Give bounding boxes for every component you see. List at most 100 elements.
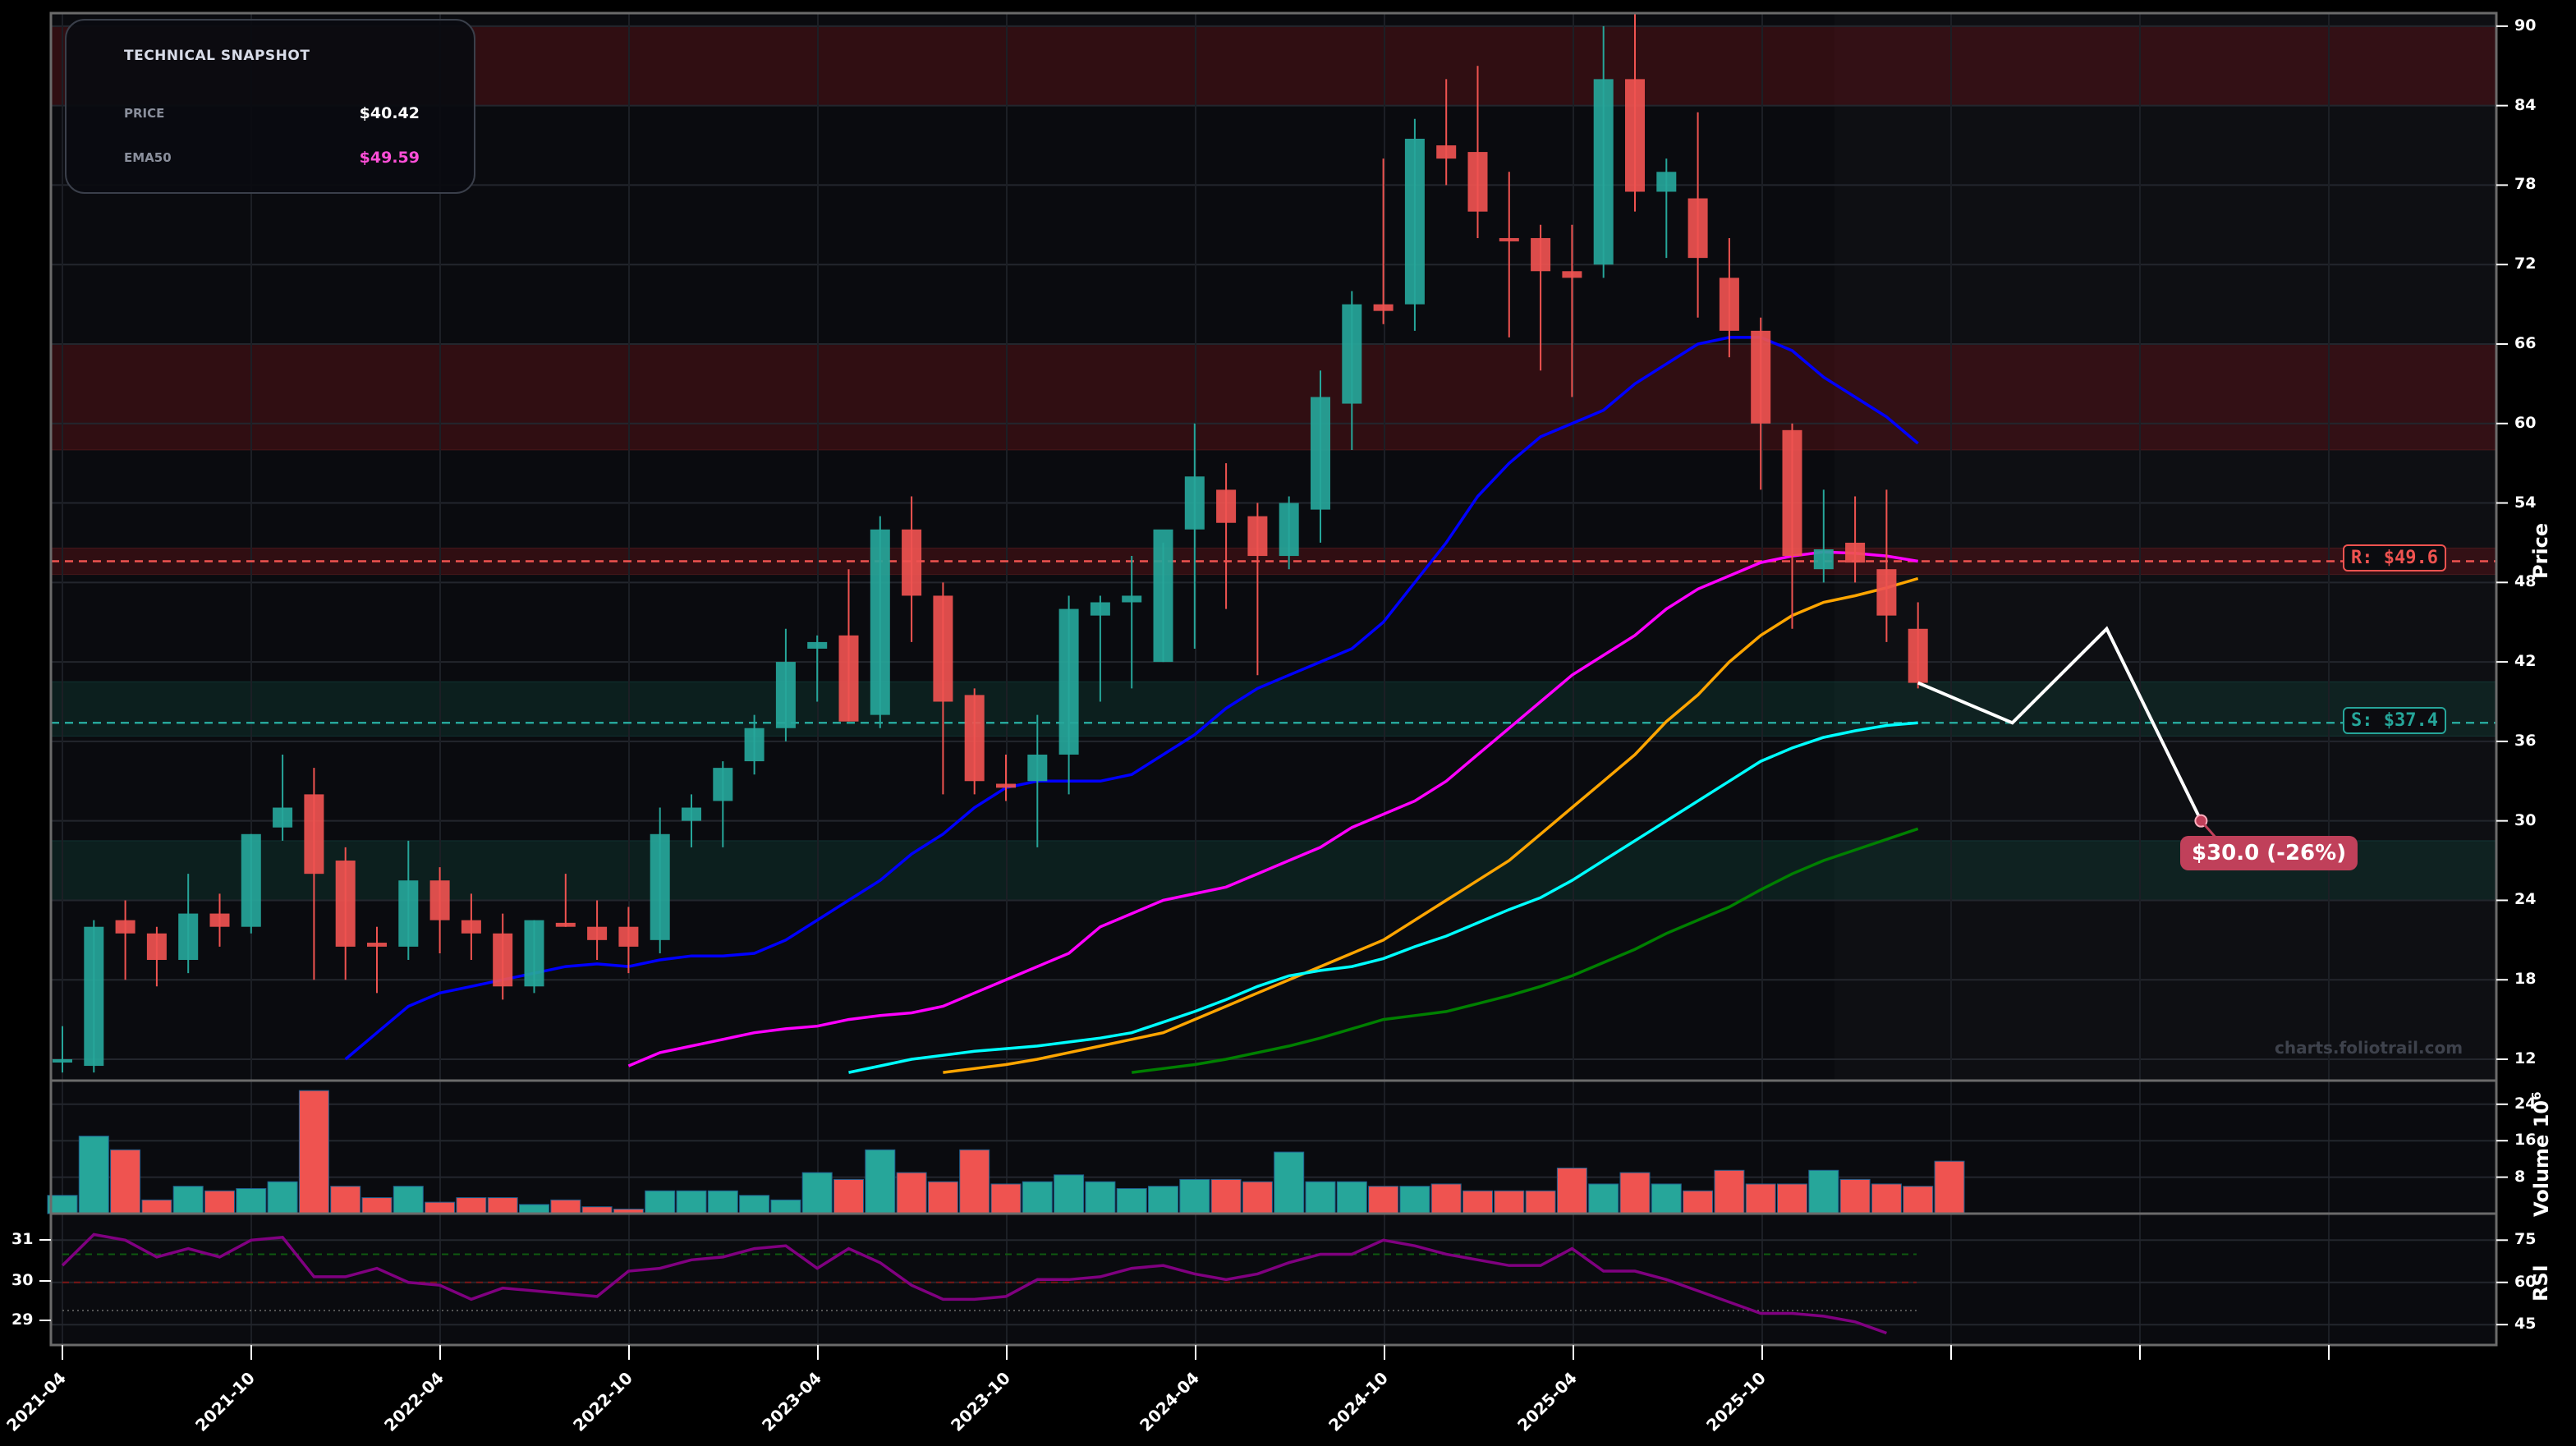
ema50-label: EMA50 xyxy=(124,150,172,165)
ema200-line xyxy=(1131,827,1919,1074)
candle-body xyxy=(964,695,985,782)
price-tick-label: 78 xyxy=(2514,175,2537,194)
candle-body xyxy=(1373,304,1394,311)
rsi-left-tick-label: 29 xyxy=(11,1311,34,1329)
ema50-line xyxy=(627,550,1918,1067)
volume-bar xyxy=(487,1197,518,1214)
candle-body xyxy=(1719,278,1739,331)
price-axis-title: Price xyxy=(2529,522,2552,579)
volume-bar xyxy=(1494,1190,1525,1214)
candle-body xyxy=(1184,476,1205,530)
watermark: charts.foliotrail.com xyxy=(2275,1038,2464,1058)
candle-body xyxy=(461,920,481,934)
candle-body xyxy=(209,913,230,927)
candle-body xyxy=(1436,145,1457,159)
volume-bar xyxy=(1116,1187,1147,1214)
technical-snapshot-panel: TECHNICAL SNAPSHOT PRICE $40.42 EMA50 $4… xyxy=(65,19,475,194)
volume-bar xyxy=(959,1149,990,1214)
ema50-value: $49.59 xyxy=(359,149,420,167)
volume-bar xyxy=(833,1178,864,1214)
candle-body xyxy=(115,920,135,934)
volume-tick-label: 8 xyxy=(2514,1167,2526,1186)
volume-bar xyxy=(1399,1186,1430,1214)
candle-body xyxy=(1467,152,1488,212)
volume-bar xyxy=(990,1183,1022,1214)
snapshot-ema-row: EMA50 $49.59 xyxy=(124,149,420,167)
candle-body xyxy=(650,833,670,940)
volume-bar xyxy=(1148,1186,1178,1214)
volume-bar xyxy=(361,1197,393,1214)
volume-bar xyxy=(1210,1178,1242,1214)
volume-bar xyxy=(1808,1169,1839,1214)
candle-body xyxy=(1845,542,1866,563)
resistance-zone xyxy=(50,343,2497,451)
resistance-tag: R: $49.6 xyxy=(2343,544,2446,572)
candle-body xyxy=(1499,237,1519,241)
price-target-badge: $30.0 (-26%) xyxy=(2180,836,2358,870)
candle-body xyxy=(53,1059,72,1063)
candle-body xyxy=(555,922,576,927)
volume-axis-text: Volume 10 xyxy=(2530,1099,2553,1217)
volume-bar xyxy=(1054,1174,1085,1214)
rsi-left-tick-label: 31 xyxy=(11,1230,34,1248)
price-tick-label: 18 xyxy=(2514,970,2537,989)
volume-bar xyxy=(1022,1181,1053,1214)
volume-bar xyxy=(1683,1190,1714,1214)
candle-body xyxy=(273,807,293,828)
candle-body xyxy=(1876,569,1897,616)
volume-bar xyxy=(707,1190,738,1214)
volume-bar xyxy=(770,1199,801,1214)
price-label: PRICE xyxy=(124,106,165,121)
snapshot-price-row: PRICE $40.42 xyxy=(124,104,420,122)
candle-body xyxy=(838,635,859,722)
volume-bar xyxy=(204,1190,235,1214)
rsi-panel xyxy=(51,1214,2496,1345)
volume-bar xyxy=(425,1201,456,1214)
candle-body xyxy=(1562,271,1582,278)
projection-path xyxy=(1917,626,2203,822)
volume-bar xyxy=(298,1090,329,1214)
price-tick-label: 60 xyxy=(2514,413,2537,432)
candle-body xyxy=(713,768,733,801)
volume-bar xyxy=(1274,1151,1305,1214)
rsi-tick-label: 45 xyxy=(2514,1315,2537,1334)
candle-body xyxy=(996,783,1016,788)
support-tag: S: $37.4 xyxy=(2343,707,2446,734)
volume-bar xyxy=(393,1186,424,1214)
volume-tick-label: 16 xyxy=(2514,1131,2537,1150)
volume-bar xyxy=(110,1149,141,1214)
volume-bar xyxy=(141,1199,172,1214)
candle-body xyxy=(933,595,953,702)
volume-bar xyxy=(645,1190,676,1214)
price-tick-label: 84 xyxy=(2514,95,2537,114)
price-tick-label: 54 xyxy=(2514,493,2537,512)
volume-bar xyxy=(236,1187,267,1214)
volume-bar xyxy=(1430,1183,1462,1214)
candle-body xyxy=(587,926,608,940)
candle-body xyxy=(241,833,261,927)
candle-body xyxy=(84,926,104,1067)
candle-body xyxy=(524,920,544,987)
candle-body xyxy=(1090,602,1110,616)
candle-body xyxy=(367,943,387,947)
rsi-tick-label: 60 xyxy=(2514,1272,2537,1291)
candle-body xyxy=(429,880,450,920)
volume-bar xyxy=(1179,1178,1210,1214)
candle-body xyxy=(1687,198,1708,259)
volume-bar xyxy=(1777,1183,1807,1214)
volume-bar xyxy=(739,1195,770,1214)
candle-body xyxy=(1216,489,1237,523)
candle-body xyxy=(493,933,513,987)
volume-bar xyxy=(1242,1181,1273,1214)
candle-body xyxy=(1058,608,1079,755)
volume-bar xyxy=(927,1181,958,1214)
volume-bar xyxy=(78,1136,109,1214)
candle-body xyxy=(1027,755,1048,782)
volume-bar xyxy=(519,1204,549,1214)
candle-body xyxy=(682,807,701,821)
volume-bar xyxy=(1619,1172,1651,1214)
volume-bar xyxy=(1714,1169,1745,1214)
volume-bar xyxy=(1085,1181,1116,1214)
volume-bar xyxy=(676,1190,707,1214)
